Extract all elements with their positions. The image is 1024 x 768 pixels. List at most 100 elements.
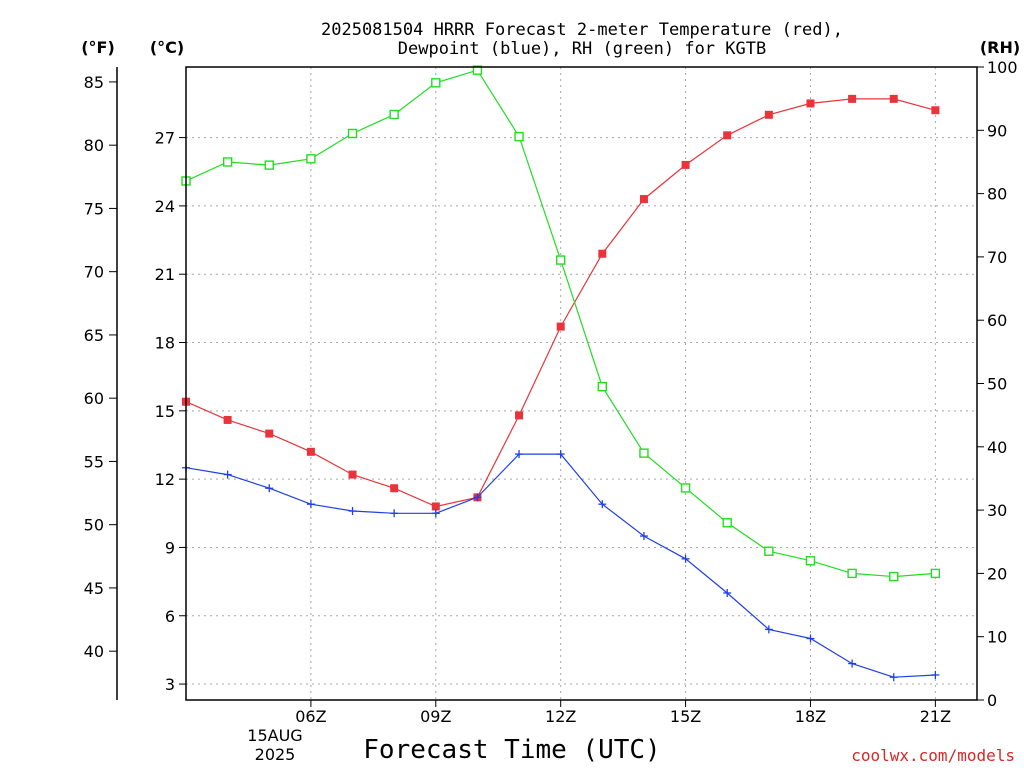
chart-title-line1: 2025081504 HRRR Forecast 2-meter Tempera…	[321, 20, 843, 40]
fahrenheit-tick-label: 80	[84, 136, 104, 155]
rh-tick-label: 80	[987, 185, 1007, 204]
dewpoint-point	[473, 493, 482, 502]
series-temperature	[182, 94, 940, 511]
celsius-tick-label: 27	[155, 129, 175, 148]
rh-tick-label: 10	[987, 628, 1007, 647]
rh-tick-label: 20	[987, 564, 1007, 583]
unit-label-fahrenheit: (°F)	[81, 38, 115, 57]
grid-lines	[186, 67, 977, 700]
rh-point	[264, 160, 274, 170]
rh-tick-label: 70	[987, 248, 1007, 267]
fahrenheit-tick-label: 45	[84, 579, 104, 598]
rh-tick-label: 60	[987, 311, 1007, 330]
axes	[109, 66, 984, 707]
fahrenheit-tick-label: 85	[84, 73, 104, 92]
temperature-point	[223, 415, 232, 424]
credit-link[interactable]: coolwx.com/models	[851, 746, 1015, 765]
temperature-point	[265, 429, 274, 438]
dewpoint-point	[723, 588, 732, 597]
dewpoint-point	[598, 500, 607, 509]
fahrenheit-tick-label: 75	[84, 199, 104, 218]
temperature-point	[639, 195, 648, 204]
temperature-point	[598, 249, 607, 258]
temperature-point	[515, 411, 524, 420]
temperature-point	[681, 160, 690, 169]
dewpoint-point	[931, 670, 940, 679]
rh-tick-label: 0	[987, 691, 997, 710]
rh-tick-label: 50	[987, 375, 1007, 394]
fahrenheit-tick-label: 40	[84, 642, 104, 661]
fahrenheit-tick-label: 65	[84, 326, 104, 345]
fahrenheit-tick-label: 55	[84, 452, 104, 471]
x-tick-label: 12Z	[545, 707, 576, 726]
tick-labels: 40 45 50 55 60 65 70 75 80 85 3 6 9 12 15 18 21 24 27 0 10 20…	[84, 58, 1018, 726]
rh-tick-label: 90	[987, 121, 1007, 140]
fahrenheit-tick-label: 60	[84, 389, 104, 408]
dewpoint-point	[348, 507, 357, 516]
dewpoint-point	[681, 554, 690, 563]
fahrenheit-tick-label: 70	[84, 263, 104, 282]
dewpoint-point	[806, 634, 815, 643]
x-tick-label: 15Z	[670, 707, 701, 726]
rh-point	[889, 571, 899, 582]
temperature-point	[764, 110, 773, 119]
rh-tick-label: 40	[987, 438, 1007, 457]
rh-point	[805, 556, 816, 566]
temperature-point	[431, 502, 440, 511]
temperature-point	[306, 447, 315, 456]
x-tick-label: 06Z	[295, 707, 326, 726]
rh-point	[639, 448, 649, 458]
celsius-tick-label: 18	[155, 334, 175, 353]
rh-point	[472, 65, 483, 75]
series-dewpoint	[182, 450, 940, 682]
x-tick-label: 21Z	[920, 707, 951, 726]
temperature-point	[848, 94, 857, 103]
rh-point	[930, 568, 941, 579]
dewpoint-point	[223, 470, 232, 479]
dewpoint-point	[515, 450, 524, 459]
rh-point	[431, 78, 441, 88]
celsius-tick-label: 3	[165, 675, 175, 694]
temperature-point	[390, 484, 399, 493]
celsius-tick-label: 12	[155, 470, 175, 489]
rh-tick-label: 30	[987, 501, 1007, 520]
rh-point	[555, 255, 566, 265]
dewpoint-point	[889, 673, 898, 682]
dewpoint-point	[390, 509, 399, 518]
celsius-tick-label: 15	[155, 402, 175, 421]
date-label-day: 15AUG	[247, 726, 302, 745]
series-rh	[181, 65, 941, 582]
rh-tick-label: 100	[987, 58, 1018, 77]
unit-label-celsius: (°C)	[150, 38, 184, 57]
rh-point	[722, 518, 732, 528]
celsius-tick-label: 6	[165, 607, 175, 626]
fahrenheit-tick-label: 50	[84, 516, 104, 535]
x-tick-label: 18Z	[795, 707, 826, 726]
date-label-year: 2025	[255, 745, 296, 764]
rh-point	[514, 131, 524, 142]
rh-point	[389, 109, 399, 120]
rh-point	[222, 157, 233, 167]
unit-label-rh: (RH)	[980, 38, 1020, 57]
dewpoint-point	[306, 500, 315, 509]
dewpoint-point	[556, 450, 565, 459]
temperature-point	[723, 131, 732, 140]
celsius-tick-label: 9	[165, 538, 175, 557]
chart-title-line2: Dewpoint (blue), RH (green) for KGTB	[398, 39, 766, 59]
x-tick-label: 09Z	[420, 707, 451, 726]
dewpoint-point	[848, 659, 857, 668]
rh-point	[306, 154, 316, 164]
rh-point	[347, 128, 358, 139]
dewpoint-point	[265, 484, 274, 493]
dewpoint-point	[431, 509, 440, 518]
plot-frame	[185, 66, 978, 701]
rh-point	[764, 546, 774, 556]
temperature-point	[348, 470, 357, 479]
dewpoint-point	[639, 532, 648, 541]
temperature-point	[556, 322, 565, 331]
temperature-point	[931, 106, 940, 115]
rh-point	[680, 483, 691, 493]
rh-point	[847, 568, 857, 579]
rh-point	[597, 381, 608, 392]
